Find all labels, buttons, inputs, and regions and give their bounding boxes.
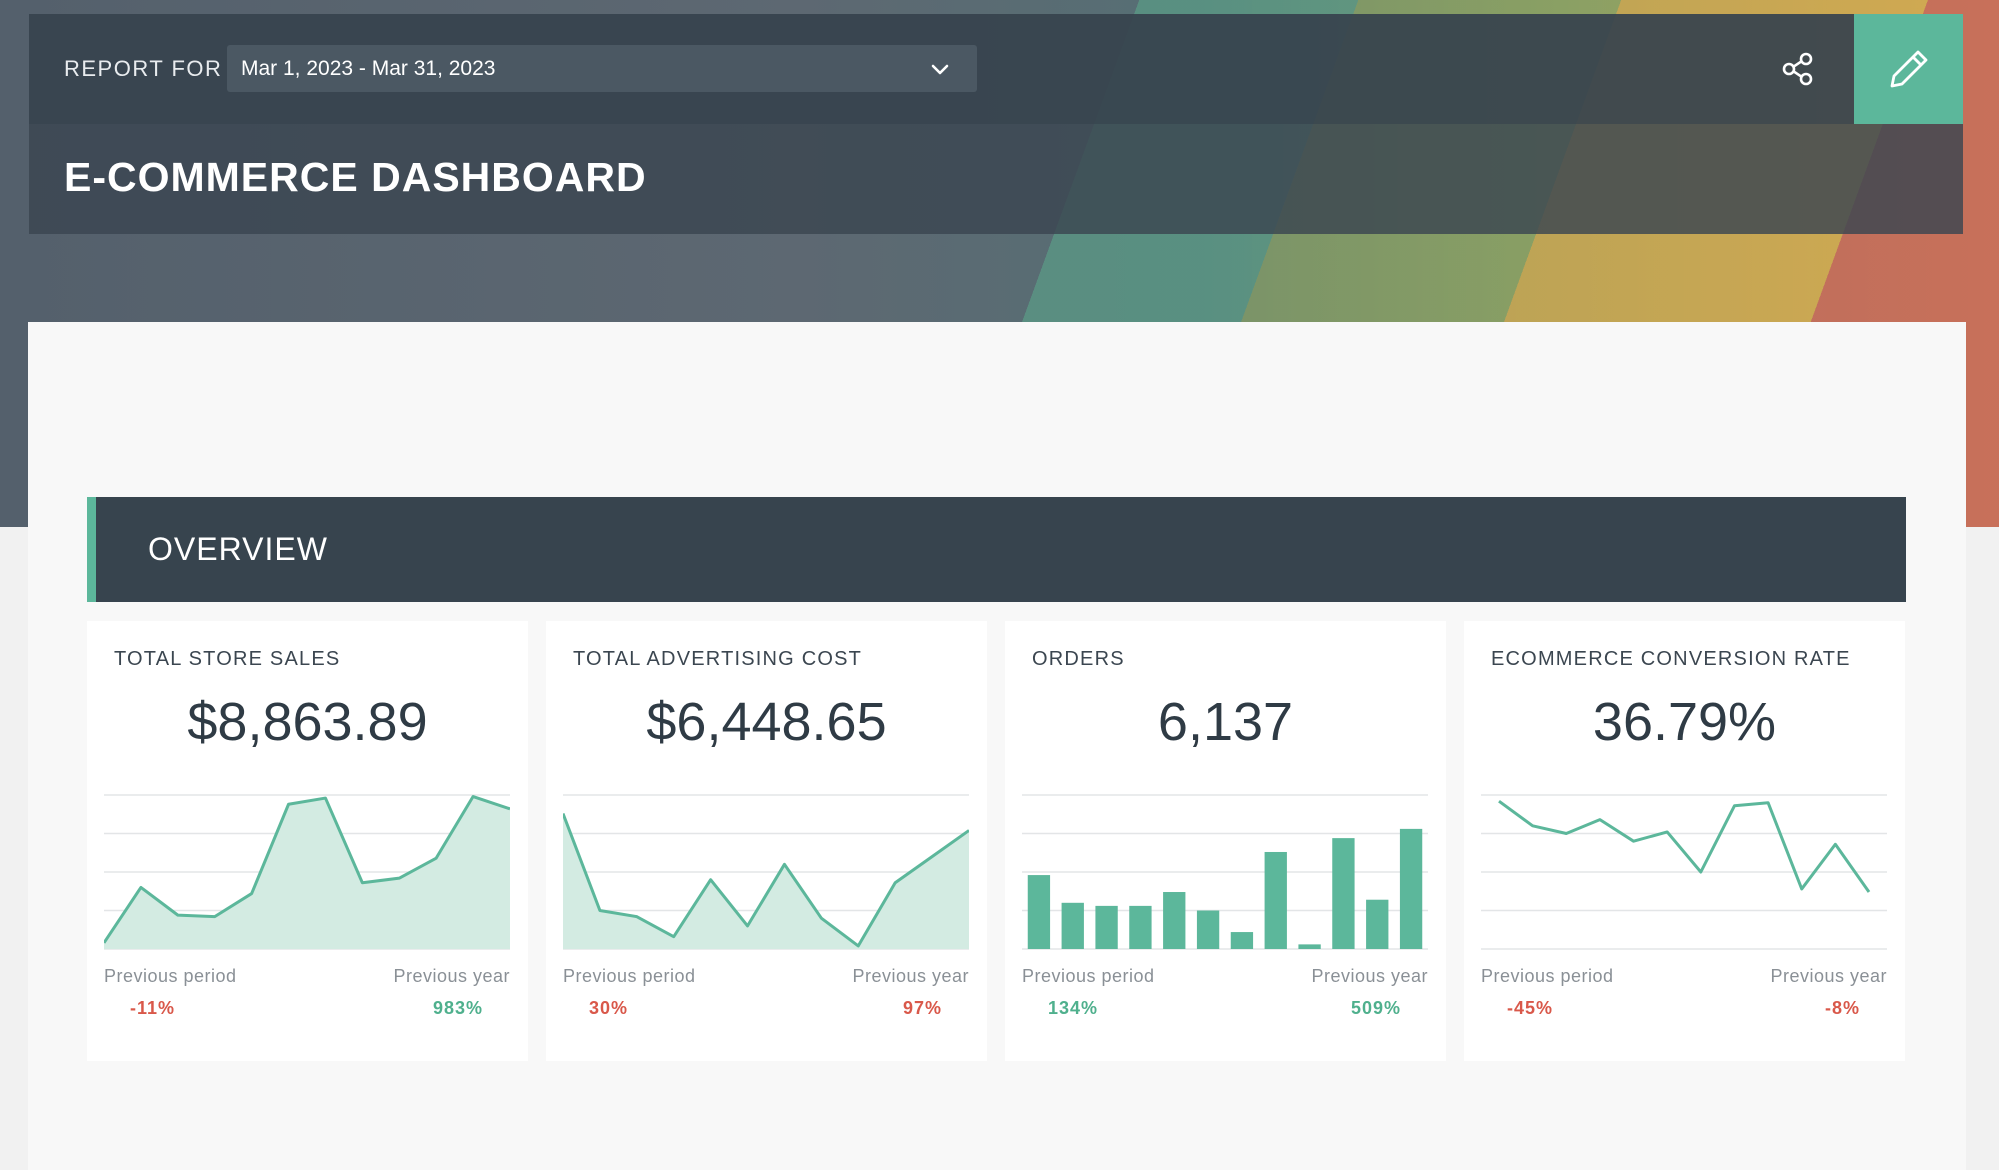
previous-year-label: Previous year: [852, 966, 969, 986]
card-value: 6,137: [1157, 692, 1294, 752]
kpi-card-orders: ORDERS 6,137 Previous period Previous ye…: [1005, 621, 1446, 1061]
previous-year-label: Previous year: [1311, 966, 1428, 986]
bar: [1095, 905, 1118, 949]
kpi-card-total-advertising-cost: TOTAL ADVERTISING COST $6,448.65 Previou…: [546, 621, 987, 1061]
sparkline-chart: [563, 794, 969, 950]
series-line: [563, 812, 969, 948]
area-fill: [563, 813, 969, 949]
previous-year-label: Previous year: [393, 966, 510, 986]
edit-button[interactable]: [1854, 14, 1963, 124]
previous-period-change: -45%: [1507, 998, 1554, 1018]
card-value: $6,448.65: [646, 692, 887, 752]
bar: [1332, 838, 1355, 949]
share-button[interactable]: [1774, 45, 1822, 93]
bar: [1027, 875, 1051, 949]
previous-year-label: Previous year: [1770, 966, 1887, 986]
kpi-card-ecommerce-conversion-rate: ECOMMERCE CONVERSION RATE 36.79% Previou…: [1464, 621, 1905, 1061]
kpi-card-total-store-sales: TOTAL STORE SALES $8,863.89 Previous per…: [87, 621, 528, 1061]
bar: [1230, 932, 1254, 949]
sparkline-chart: [104, 794, 510, 950]
area-fill: [104, 796, 510, 949]
card-value: $8,863.89: [187, 692, 428, 752]
section-title: OVERVIEW: [148, 531, 328, 567]
previous-period-change: -11%: [130, 998, 176, 1018]
previous-period-label: Previous period: [104, 966, 237, 986]
bar: [1061, 902, 1084, 949]
previous-period-change: 134%: [1048, 998, 1099, 1018]
sparkline-chart: [1481, 794, 1887, 950]
bar: [1366, 899, 1389, 949]
section-header: [87, 497, 1906, 602]
bar: [1196, 910, 1220, 949]
previous-period-change: 30%: [589, 998, 629, 1018]
card-title: ECOMMERCE CONVERSION RATE: [1491, 648, 1851, 670]
pencil-icon: [1890, 50, 1927, 88]
page-title: E-COMMERCE DASHBOARD: [64, 154, 647, 200]
bar: [1298, 944, 1321, 949]
previous-period-label: Previous period: [1022, 966, 1155, 986]
card-value: 36.79%: [1592, 692, 1777, 752]
previous-year-change: 983%: [432, 998, 483, 1018]
series-line: [1498, 799, 1871, 893]
bar: [1264, 851, 1287, 949]
bar: [1399, 828, 1423, 949]
previous-year-change: -8%: [1824, 998, 1860, 1018]
share-icon: [1782, 52, 1813, 86]
series-line: [104, 795, 510, 944]
card-title: TOTAL ADVERTISING COST: [573, 648, 863, 670]
bar: [1129, 905, 1152, 949]
date-range-value: Mar 1, 2023 - Mar 31, 2023: [241, 56, 496, 80]
card-title: ORDERS: [1032, 648, 1125, 670]
report-for-label: REPORT FOR: [64, 56, 223, 81]
previous-period-label: Previous period: [1481, 966, 1614, 986]
previous-period-label: Previous period: [563, 966, 696, 986]
previous-year-change: 509%: [1350, 998, 1401, 1018]
chevron-down-icon: [931, 64, 949, 75]
previous-year-change: 97%: [902, 998, 942, 1018]
title-bar: [29, 124, 1963, 234]
card-title: TOTAL STORE SALES: [114, 648, 341, 670]
date-range-select[interactable]: Mar 1, 2023 - Mar 31, 2023: [227, 45, 977, 92]
bar: [1163, 892, 1186, 949]
sparkline-chart: [1022, 794, 1428, 950]
